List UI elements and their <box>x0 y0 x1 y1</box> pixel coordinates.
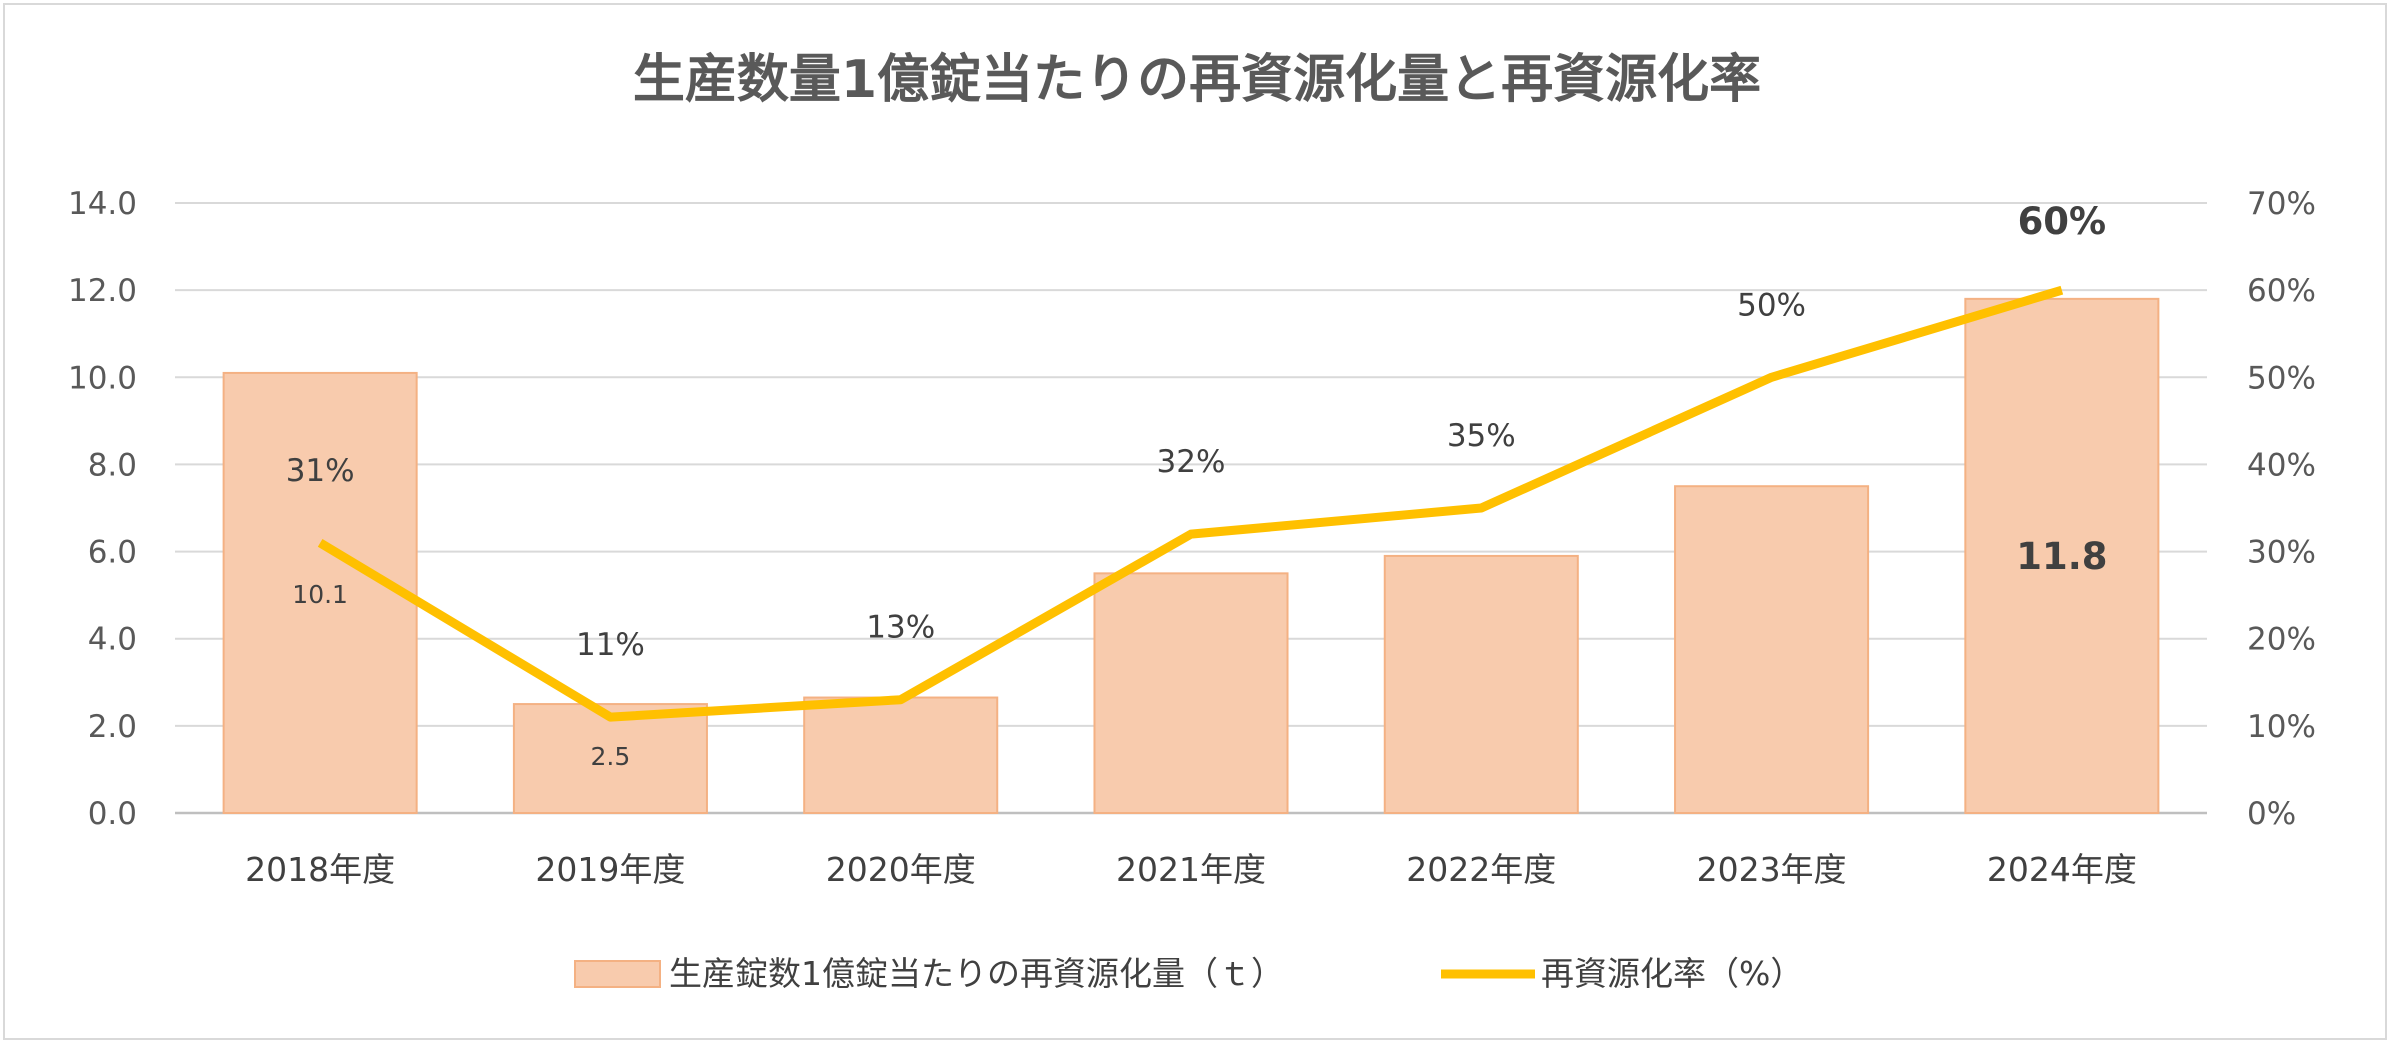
left-tick-label: 8.0 <box>88 447 137 483</box>
legend-bar-label: 生産錠数1億錠当たりの再資源化量（ｔ） <box>669 954 1284 993</box>
category-label: 2018年度 <box>245 850 395 889</box>
rate-data-label: 32% <box>1157 444 1226 480</box>
right-axis: 0% 10% 20% 30% 40% 50% 60% 70% <box>2247 186 2316 832</box>
category-label: 2019年度 <box>535 850 685 889</box>
bar <box>1674 485 1870 814</box>
bar-data-label: 11.8 <box>2016 535 2107 578</box>
rate-data-label: 35% <box>1447 418 1516 454</box>
rate-data-label: 13% <box>866 610 935 646</box>
right-tick-label: 40% <box>2247 447 2316 483</box>
right-tick-label: 20% <box>2247 622 2316 658</box>
bar-data-label: 10.1 <box>292 580 348 609</box>
chart-title: 生産数量1億錠当たりの再資源化量と再資源化率 <box>633 50 1761 110</box>
rate-data-label: 50% <box>1737 287 1806 323</box>
left-tick-label: 2.0 <box>88 709 137 745</box>
rate-data-label: 60% <box>2018 200 2107 243</box>
left-tick-label: 10.0 <box>68 360 137 396</box>
line-layer <box>317 285 2064 722</box>
category-label: 2023年度 <box>1697 850 1847 889</box>
bar <box>1383 554 1579 815</box>
bar <box>1093 572 1289 814</box>
right-tick-label: 10% <box>2247 709 2316 745</box>
category-label: 2020年度 <box>826 850 976 889</box>
rate-line <box>317 285 2064 722</box>
category-label: 2022年度 <box>1406 850 1556 889</box>
rate-data-label: 11% <box>576 627 645 663</box>
bar-data-label: 2.5 <box>591 742 631 771</box>
legend-line-label: 再資源化率（%） <box>1541 954 1803 993</box>
right-tick-label: 0% <box>2247 796 2296 832</box>
label-layer: 31% 11% 13% 32% 35% 50% 60% 10.1 2.5 11.8 <box>286 200 2108 771</box>
left-tick-label: 12.0 <box>68 273 137 309</box>
left-tick-label: 0.0 <box>88 796 137 832</box>
legend-bar-swatch <box>574 960 661 988</box>
bar-layer <box>222 297 2160 815</box>
category-label: 2024年度 <box>1987 850 2137 889</box>
right-tick-label: 50% <box>2247 360 2316 396</box>
left-tick-label: 6.0 <box>88 535 137 571</box>
chart-frame: 生産数量1億錠当たりの再資源化量と再資源化率 0.0 2.0 4.0 6.0 8.0 10… <box>3 3 2387 1040</box>
bar <box>803 696 999 814</box>
right-tick-label: 70% <box>2247 186 2316 222</box>
bar <box>222 371 418 814</box>
left-tick-label: 14.0 <box>68 186 137 222</box>
left-axis: 0.0 2.0 4.0 6.0 8.0 10.0 12.0 14.0 <box>68 186 137 832</box>
bar <box>1964 297 2160 815</box>
right-tick-label: 60% <box>2247 273 2316 309</box>
rate-data-label: 31% <box>286 453 355 489</box>
right-tick-label: 30% <box>2247 535 2316 571</box>
category-axis: 2018年度 2019年度 2020年度 2021年度 2022年度 2023年度 2024… <box>245 850 2137 889</box>
left-tick-label: 4.0 <box>88 622 137 658</box>
chart-svg: 生産数量1億錠当たりの再資源化量と再資源化率 0.0 2.0 4.0 6.0 8.0 10… <box>68 50 2316 993</box>
legend: 生産錠数1億錠当たりの再資源化量（ｔ） 再資源化率（%） <box>574 954 1803 993</box>
bar <box>512 703 708 814</box>
category-label: 2021年度 <box>1116 850 1266 889</box>
